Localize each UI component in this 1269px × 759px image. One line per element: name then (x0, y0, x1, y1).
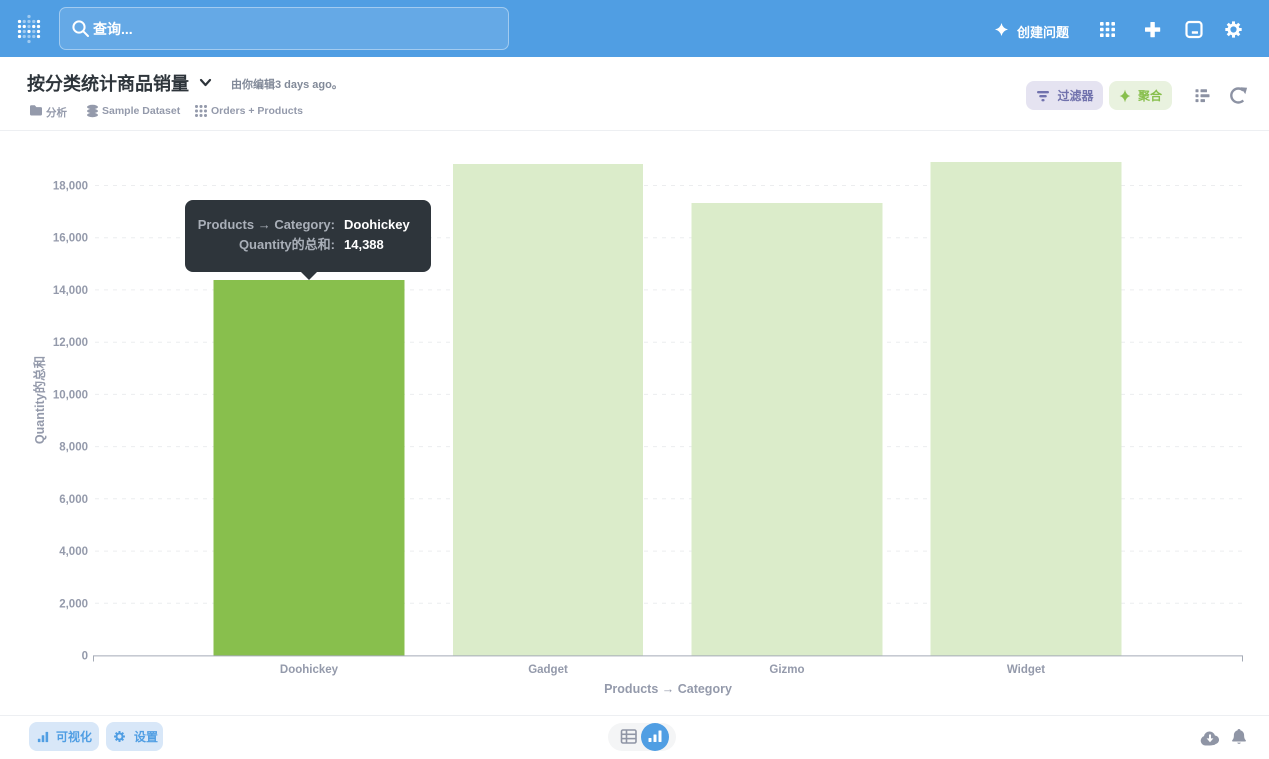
svg-text:12,000: 12,000 (53, 337, 88, 349)
svg-text:0: 0 (82, 651, 88, 663)
svg-text:16,000: 16,000 (53, 233, 88, 245)
svg-text:Widget: Widget (1007, 664, 1045, 676)
svg-text:Gizmo: Gizmo (769, 664, 804, 676)
svg-text:Gadget: Gadget (528, 664, 568, 676)
svg-text:18,000: 18,000 (53, 181, 88, 193)
svg-text:4,000: 4,000 (59, 546, 88, 558)
svg-text:10,000: 10,000 (53, 389, 88, 401)
svg-text:Doohickey: Doohickey (280, 664, 339, 676)
svg-text:2,000: 2,000 (59, 598, 88, 610)
svg-text:Quantity的总和: Quantity的总和 (32, 356, 47, 444)
svg-text:8,000: 8,000 (59, 442, 88, 454)
svg-text:Products → Category: Products → Category (604, 682, 732, 696)
svg-text:6,000: 6,000 (59, 494, 88, 506)
svg-text:14,000: 14,000 (53, 285, 88, 297)
